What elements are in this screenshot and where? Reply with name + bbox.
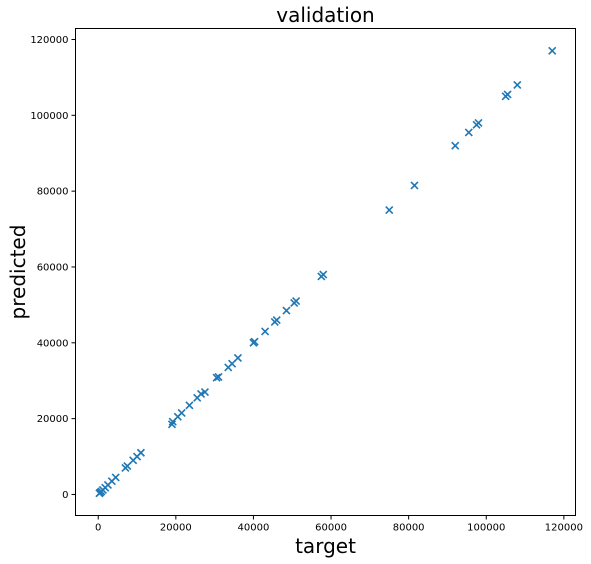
data-point bbox=[272, 315, 281, 325]
x-tick-label: 0 bbox=[95, 523, 101, 534]
y-tick-label: 120000 bbox=[30, 35, 68, 46]
data-point bbox=[250, 337, 259, 346]
data-point bbox=[200, 388, 210, 397]
x-tick-label: 120000 bbox=[545, 523, 583, 534]
y-axis-label: predicted bbox=[6, 225, 30, 320]
data-point bbox=[233, 353, 242, 363]
x-axis-label: target bbox=[295, 534, 356, 558]
data-point bbox=[451, 141, 460, 150]
data-point bbox=[167, 420, 177, 429]
data-point bbox=[136, 448, 145, 457]
x-tick-label: 80000 bbox=[393, 523, 425, 534]
x-tick-label: 100000 bbox=[467, 523, 505, 534]
data-point bbox=[319, 270, 328, 279]
data-point bbox=[177, 408, 186, 418]
data-point bbox=[214, 372, 223, 381]
data-point bbox=[212, 373, 221, 382]
x-tick-label: 20000 bbox=[160, 523, 192, 534]
data-point bbox=[292, 297, 301, 306]
plot-area bbox=[75, 28, 576, 516]
y-axis: 0 20000 40000 60000 80000 100000 120000 bbox=[30, 35, 76, 501]
y-tick-label: 0 bbox=[62, 490, 68, 501]
chart-title: validation bbox=[276, 3, 374, 27]
y-tick-label: 40000 bbox=[37, 338, 69, 349]
y-tick-label: 100000 bbox=[30, 111, 68, 122]
y-tick-label: 20000 bbox=[37, 414, 69, 425]
data-point bbox=[464, 128, 473, 137]
x-tick-label: 40000 bbox=[238, 523, 270, 534]
data-point bbox=[503, 90, 512, 99]
y-tick-label: 60000 bbox=[37, 262, 69, 273]
data-point bbox=[548, 46, 557, 55]
x-tick-label: 60000 bbox=[315, 523, 347, 534]
y-tick-label: 80000 bbox=[37, 187, 69, 198]
data-point bbox=[385, 206, 394, 215]
data-point bbox=[474, 118, 483, 127]
data-point bbox=[185, 401, 194, 410]
data-point bbox=[261, 327, 270, 336]
data-point bbox=[513, 80, 522, 90]
data-point bbox=[111, 473, 120, 482]
data-point bbox=[410, 181, 419, 190]
data-point bbox=[282, 306, 291, 315]
data-points bbox=[95, 46, 557, 498]
x-axis: 0 20000 40000 60000 80000 100000 120000 bbox=[95, 515, 583, 534]
